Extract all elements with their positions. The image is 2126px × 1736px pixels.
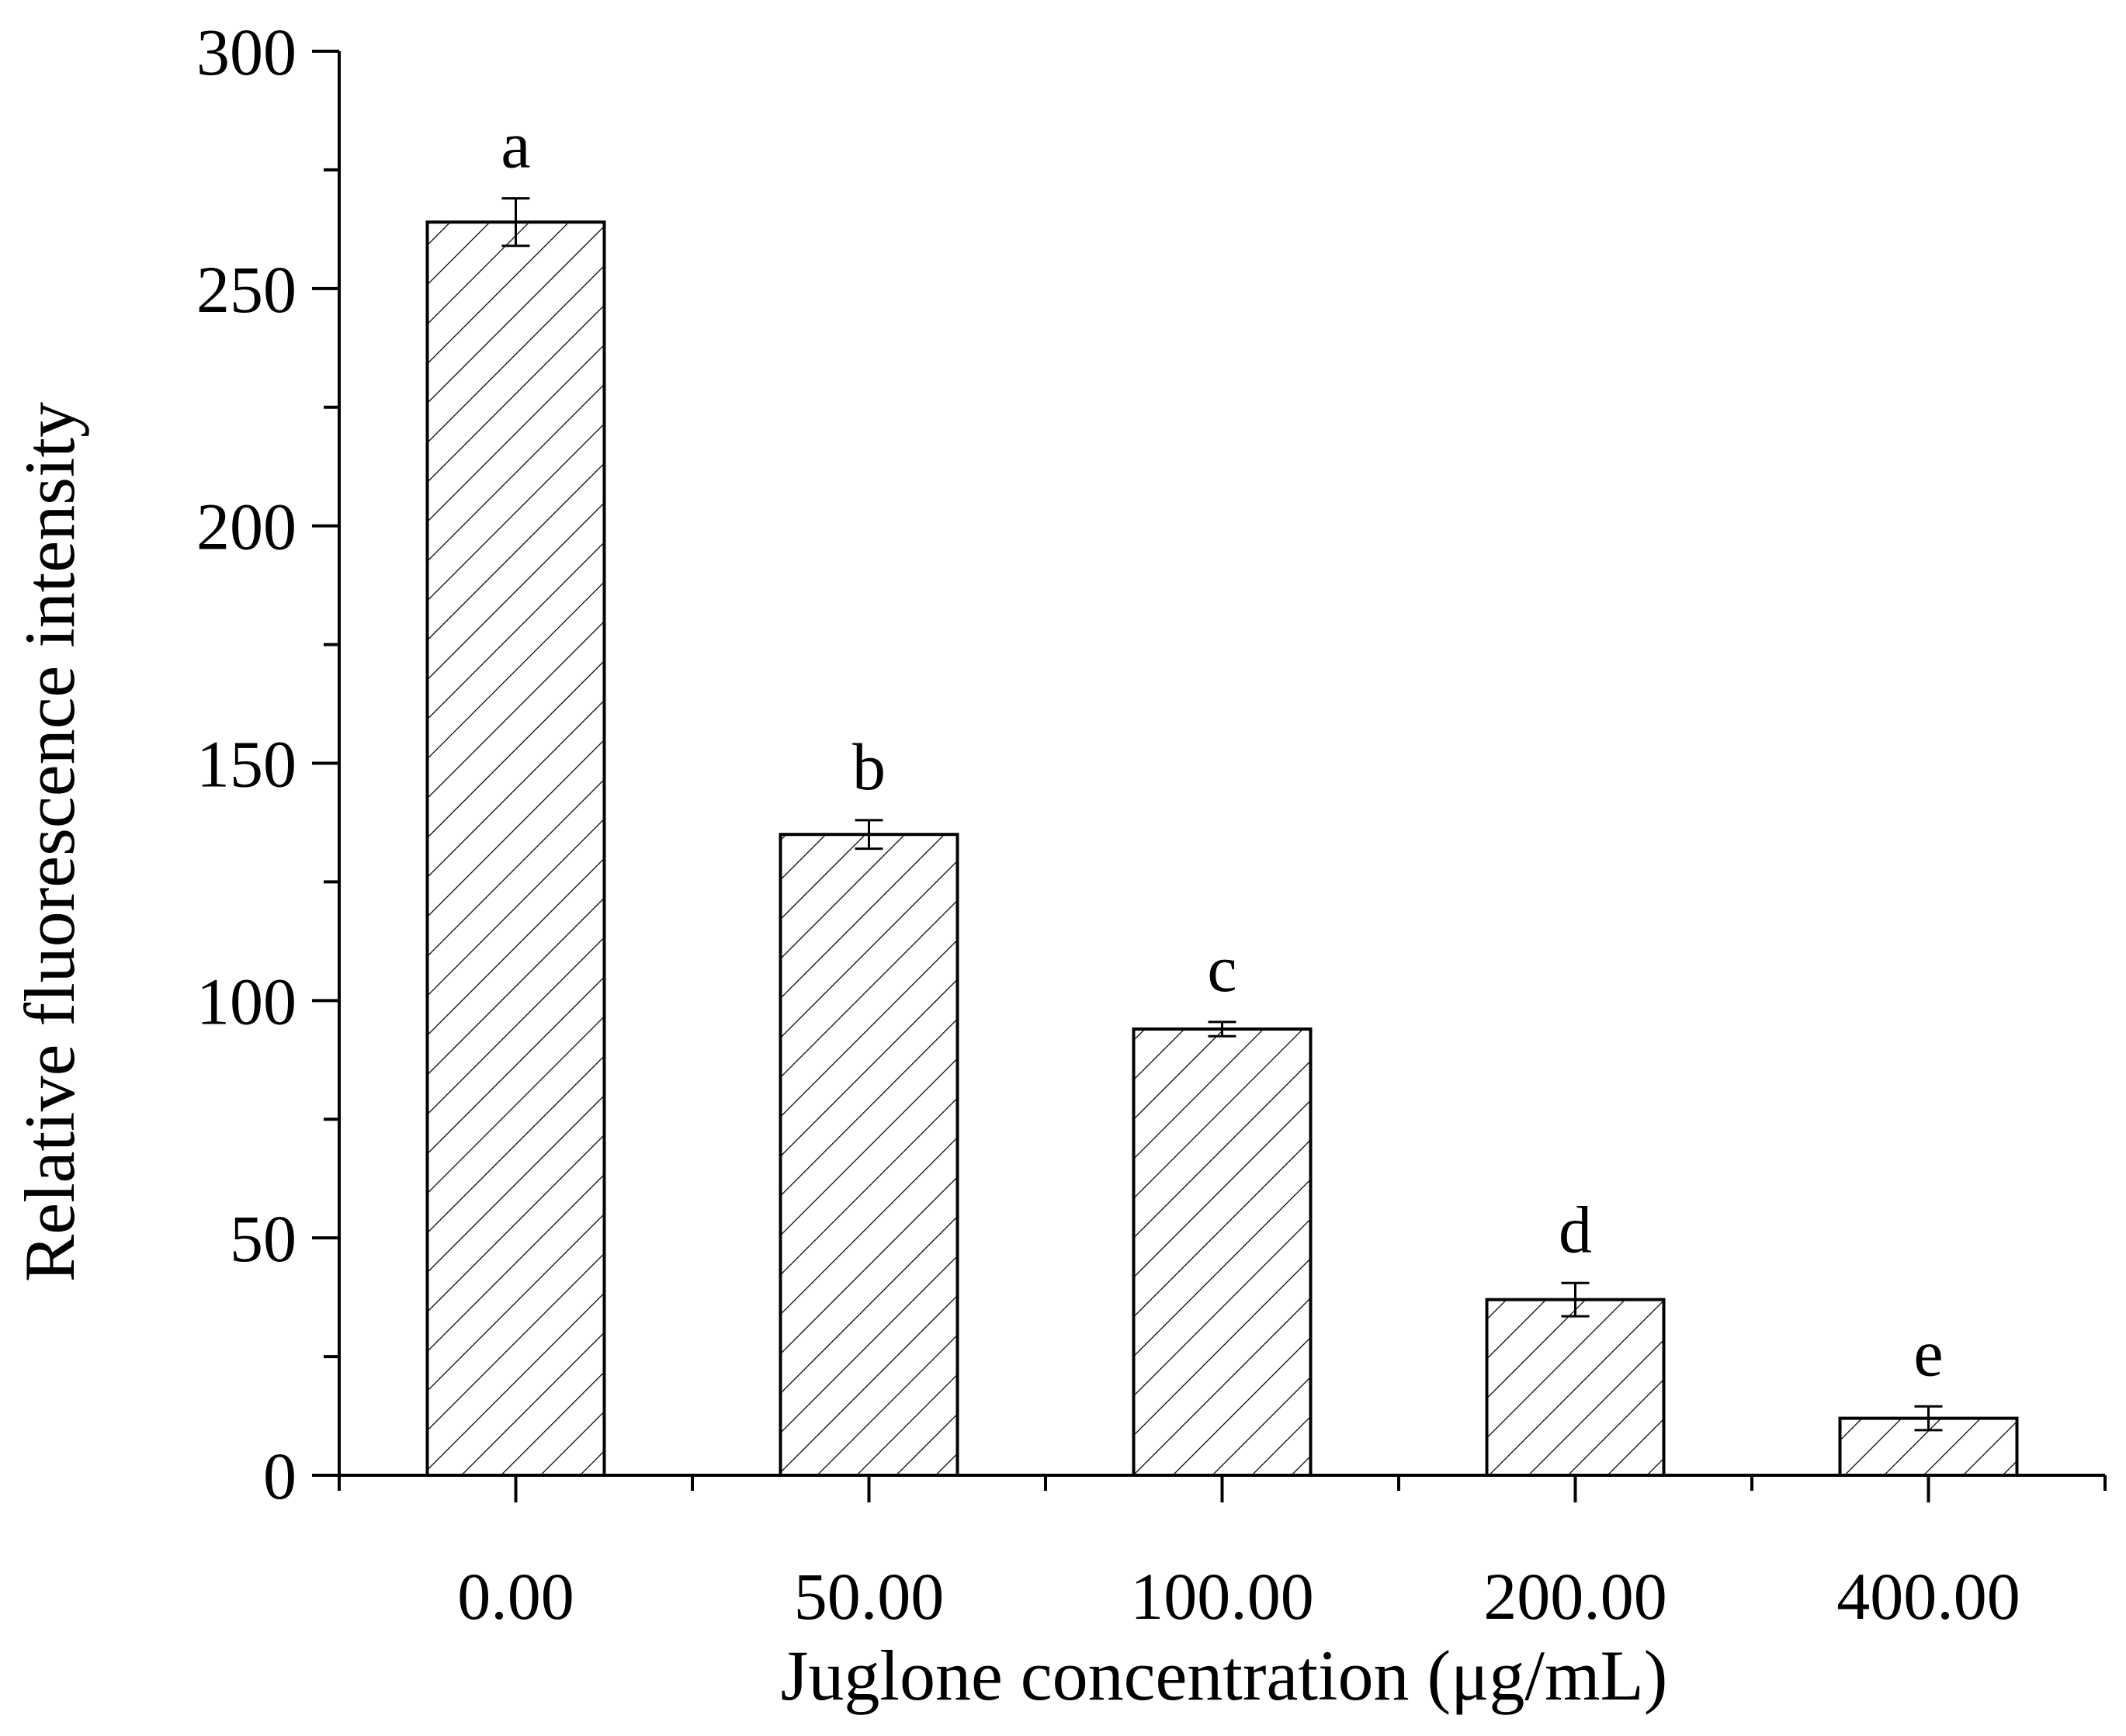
bar	[1132, 1027, 1313, 1477]
bar	[779, 833, 959, 1477]
significance-letter: e	[1913, 1315, 1943, 1390]
significance-letter: c	[1207, 931, 1236, 1006]
x-tick-label: 400.00	[1836, 1559, 2020, 1634]
x-tick-label: 0.00	[457, 1559, 574, 1634]
x-axis: 0.00 50.00 100.00 200.00 400.00	[338, 1474, 2107, 1634]
x-tick-label: 200.00	[1483, 1559, 1667, 1634]
significance-letter: b	[852, 729, 886, 804]
significance-letter: a	[501, 108, 530, 182]
y-axis: 0 50 100 150 200 250 300	[196, 15, 341, 1513]
y-tick-label: 300	[196, 15, 297, 89]
y-tick-label: 150	[196, 727, 297, 802]
bar	[425, 220, 606, 1478]
y-axis-title: Relative fluorescence intensity	[10, 402, 89, 1282]
y-tick-label: 250	[196, 252, 297, 327]
x-axis-title: Juglone concentration (μg/mL)	[781, 1636, 1668, 1715]
y-tick-label: 100	[196, 964, 297, 1038]
x-tick-label: 100.00	[1130, 1559, 1314, 1634]
y-tick-label: 0	[263, 1439, 297, 1513]
bars: a b c d e	[425, 108, 2019, 1478]
significance-letter: d	[1559, 1192, 1592, 1266]
y-tick-label: 50	[230, 1201, 297, 1276]
bar	[1485, 1298, 1666, 1478]
y-tick-label: 200	[196, 490, 297, 564]
x-tick-label: 50.00	[794, 1559, 945, 1634]
